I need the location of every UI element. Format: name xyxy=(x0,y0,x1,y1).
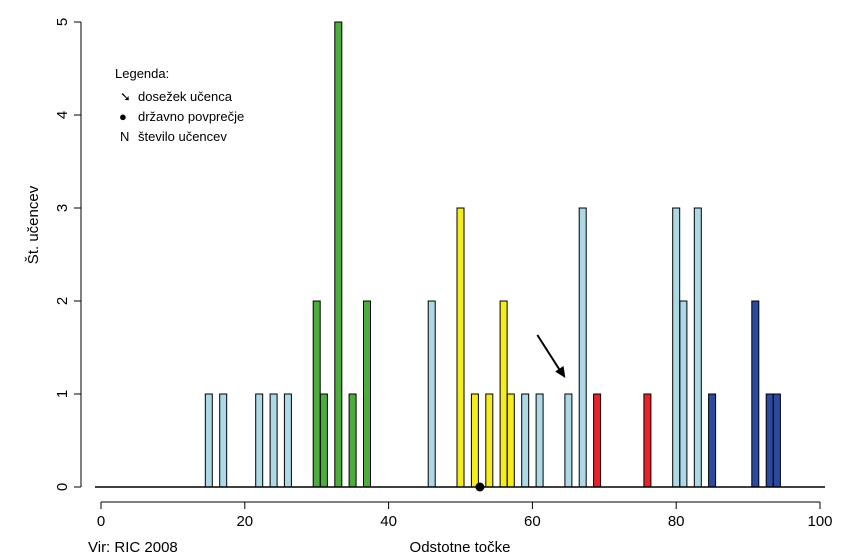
bar xyxy=(564,393,573,488)
student-result-arrowhead xyxy=(555,366,566,378)
x-tick-label: 20 xyxy=(236,513,253,530)
bar xyxy=(470,393,479,488)
bar xyxy=(485,393,494,488)
markers-layer xyxy=(475,334,566,492)
legend-item-label: število učencev xyxy=(138,129,227,144)
bar xyxy=(672,207,681,488)
bar xyxy=(593,393,602,488)
bar xyxy=(348,393,357,488)
y-tick-label: 1 xyxy=(54,390,71,398)
bar xyxy=(708,393,717,488)
y-axis: 0 1 2 3 4 5 xyxy=(54,18,82,491)
bar xyxy=(319,393,328,488)
x-axis-label: Odstotne točke xyxy=(410,539,511,556)
national-average-dot xyxy=(475,482,485,492)
legend-item-label: dosežek učenca xyxy=(138,89,233,104)
x-tick-label: 100 xyxy=(807,513,832,530)
bar xyxy=(334,21,343,488)
legend-item-label: državno povprečje xyxy=(138,109,244,124)
bar xyxy=(283,393,292,488)
y-tick-label: 3 xyxy=(54,204,71,212)
bar xyxy=(427,300,436,488)
y-tick-label: 5 xyxy=(54,18,71,26)
bar xyxy=(772,393,781,488)
x-tick-label: 0 xyxy=(97,513,105,530)
legend-dot-icon: ● xyxy=(119,109,127,124)
legend-arrow-icon: ➘ xyxy=(120,89,131,104)
student-result-arrow xyxy=(536,334,562,372)
bar xyxy=(499,300,508,488)
bar xyxy=(312,300,321,488)
bar xyxy=(255,393,264,488)
x-tick-label: 40 xyxy=(380,513,397,530)
bar xyxy=(219,393,228,488)
x-tick-label: 80 xyxy=(668,513,685,530)
y-axis-label: Št. učencev xyxy=(25,185,42,264)
source-note: Vir: RIC 2008 xyxy=(88,539,178,556)
y-tick-label: 4 xyxy=(54,111,71,119)
bar xyxy=(521,393,530,488)
bar xyxy=(269,393,278,488)
legend-n-icon: N xyxy=(120,129,129,144)
bar xyxy=(679,300,688,488)
bar xyxy=(693,207,702,488)
y-tick-label: 2 xyxy=(54,297,71,305)
bar xyxy=(535,393,544,488)
legend-title: Legenda: xyxy=(115,66,169,81)
x-axis: 0 20 40 60 80 100 xyxy=(97,501,833,530)
bars-layer xyxy=(204,21,781,488)
y-tick-label: 0 xyxy=(54,483,71,491)
bar xyxy=(751,300,760,488)
x-tick-label: 60 xyxy=(524,513,541,530)
bar xyxy=(204,393,213,488)
bar xyxy=(643,393,652,488)
bar xyxy=(765,393,774,488)
bar xyxy=(506,393,515,488)
bar xyxy=(363,300,371,488)
bar xyxy=(578,207,587,488)
legend: Legenda: ➘ dosežek učenca ● državno povp… xyxy=(115,66,244,144)
bar xyxy=(456,207,465,488)
